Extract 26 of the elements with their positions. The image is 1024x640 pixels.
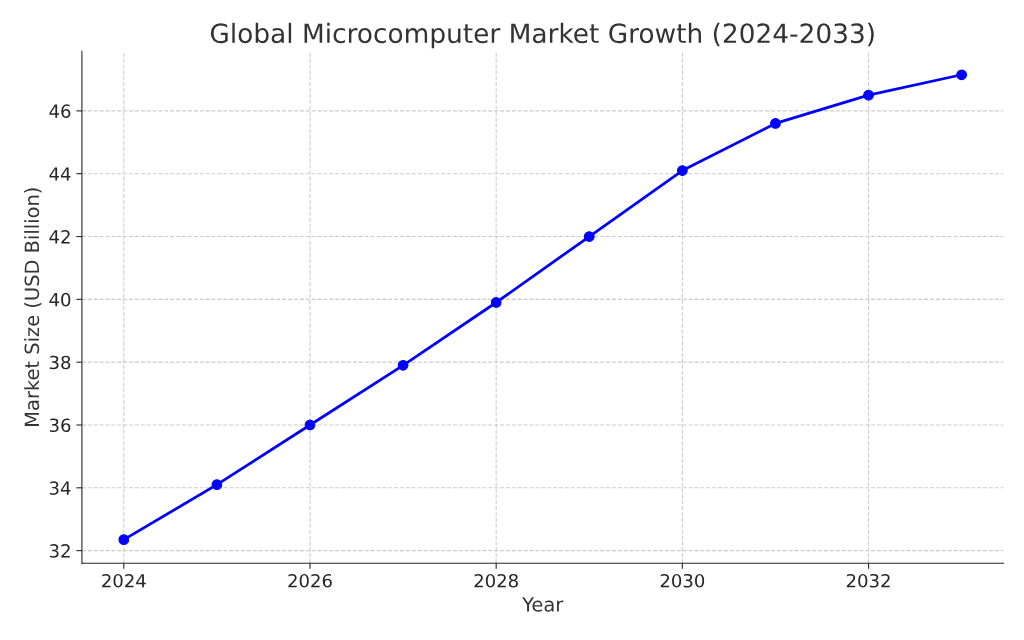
y-tick-label: 40 bbox=[49, 292, 71, 307]
point bbox=[490, 297, 502, 308]
x-tick-label: 2024 bbox=[102, 573, 146, 588]
point bbox=[211, 479, 223, 491]
point bbox=[676, 165, 688, 176]
point bbox=[863, 89, 874, 101]
y-tick-label: 32 bbox=[49, 544, 70, 558]
x-tick-label: 2026 bbox=[288, 573, 332, 588]
x-tick-label: 2028 bbox=[474, 573, 518, 588]
y-tick-label: 42 bbox=[49, 229, 70, 244]
point bbox=[118, 534, 130, 546]
x-axis-title: Year bbox=[522, 597, 564, 612]
y-tick-label: 46 bbox=[49, 104, 71, 118]
x-tick-label: 2032 bbox=[846, 573, 890, 588]
point bbox=[304, 419, 316, 431]
y-tick-label: 36 bbox=[49, 418, 71, 433]
point bbox=[956, 69, 968, 81]
point bbox=[583, 231, 595, 242]
chart-title: Global Microcomputer Market Growth (2024-2033) bbox=[210, 22, 874, 49]
y-tick-label: 44 bbox=[49, 167, 71, 181]
point bbox=[770, 118, 781, 129]
y-tick-label: 38 bbox=[49, 355, 71, 370]
y-tick-label: 34 bbox=[49, 481, 71, 495]
y-axis-title: Market Size (USD Billion) bbox=[24, 188, 42, 426]
x-tick-label: 2030 bbox=[660, 573, 705, 588]
point bbox=[397, 359, 409, 371]
